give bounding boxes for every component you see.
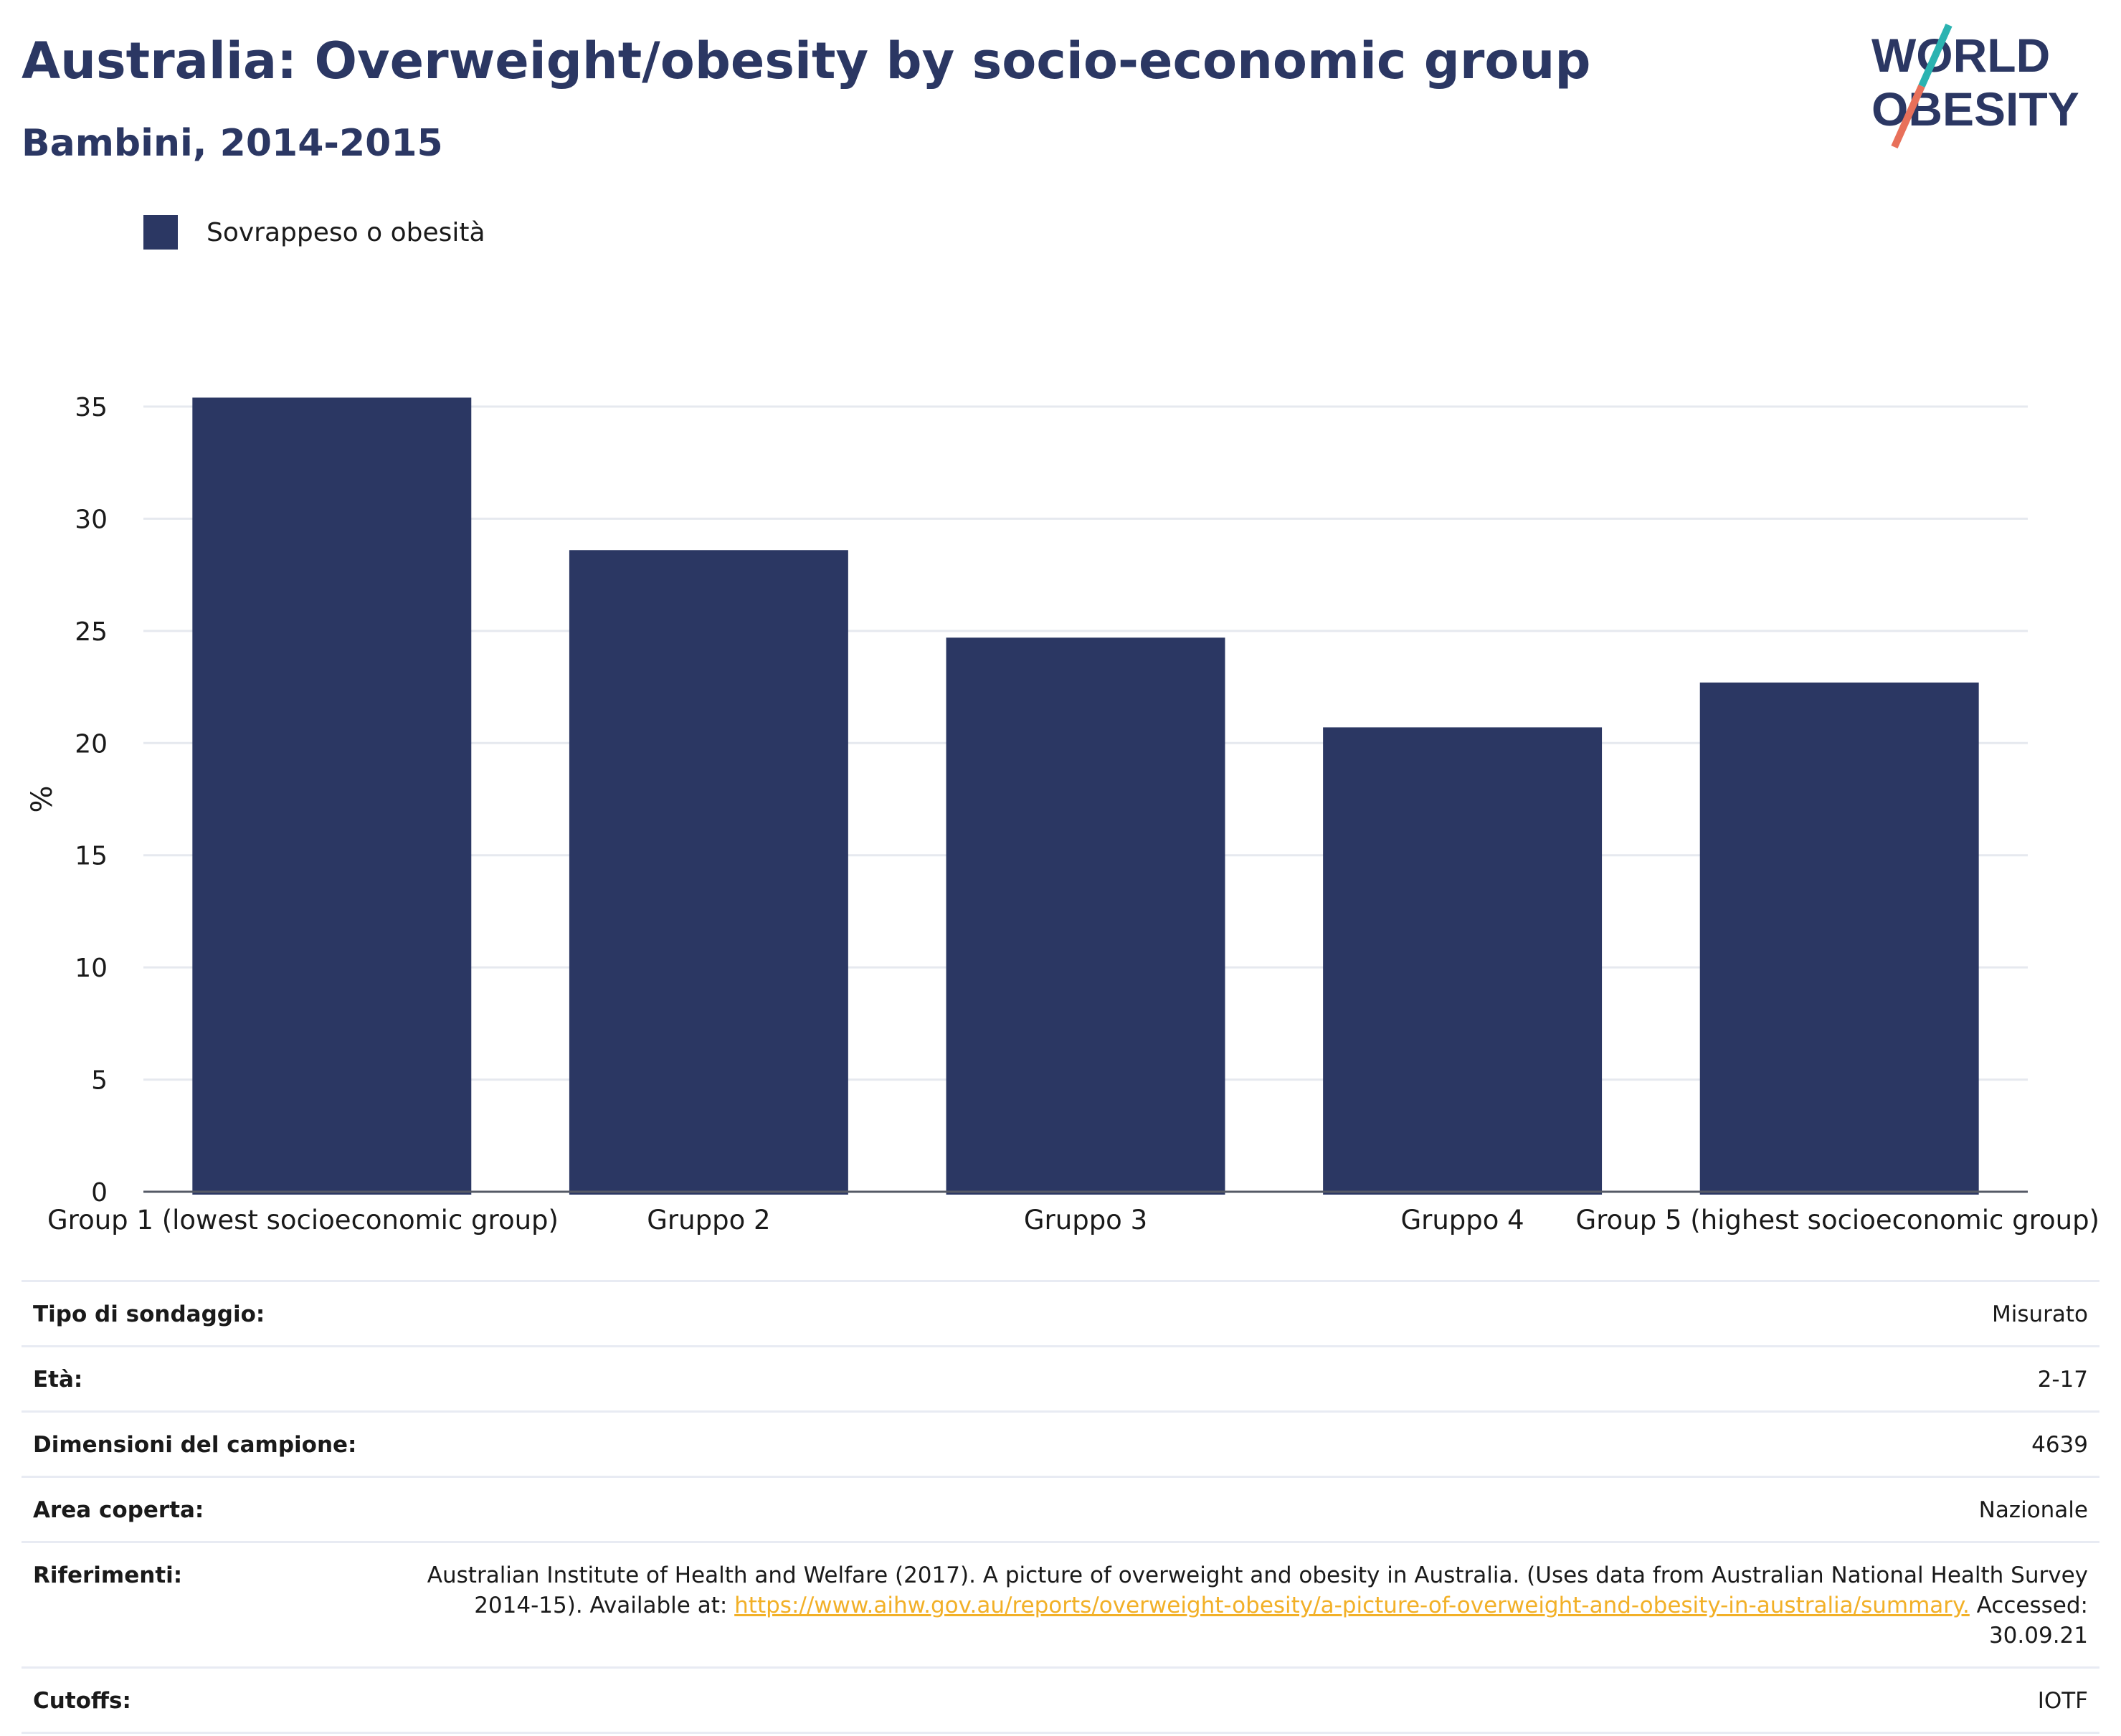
y-tick-label: 35 (75, 393, 108, 422)
meta-row-cutoffs: Cutoffs: IOTF (22, 1666, 2099, 1734)
meta-row-age: Età: 2-17 (22, 1345, 2099, 1410)
meta-row-sample-size: Dimensioni del campione: 4639 (22, 1410, 2099, 1476)
bar (1699, 682, 1979, 1195)
x-tick-label: Group 5 (highest socioeconomic group) (1576, 1205, 2099, 1235)
x-tick-label: Gruppo 4 (1400, 1205, 1524, 1235)
meta-key: Cutoffs: (33, 1688, 131, 1714)
x-tick-label: Gruppo 2 (647, 1205, 770, 1235)
chart-subtitle: Bambini, 2014-2015 (22, 122, 443, 165)
y-tick-label: 5 (91, 1066, 108, 1096)
logo-line-1: WORLD (1871, 29, 2050, 82)
x-tick-label: Gruppo 3 (1024, 1205, 1147, 1235)
y-tick-label: 10 (75, 954, 108, 983)
meta-key: Riferimenti: (33, 1562, 183, 1588)
logo-slash-teal (1918, 23, 1952, 88)
reference-accessed: Accessed: 30.09.21 (1969, 1593, 2088, 1649)
y-tick-label: 15 (75, 842, 108, 871)
metadata-table: Tipo di sondaggio: Misurato Età: 2-17 Di… (22, 1280, 2099, 1734)
meta-value: IOTF (2037, 1688, 2088, 1714)
y-axis-label: % (26, 785, 59, 812)
reference-link[interactable]: https://www.aihw.gov.au/reports/overweig… (734, 1593, 1970, 1618)
world-obesity-logo: WORLD OBESITY (1871, 23, 2079, 149)
meta-row-references: Riferimenti: Australian Institute of Hea… (22, 1541, 2099, 1666)
chart-title: Australia: Overweight/obesity by socio-e… (22, 32, 1591, 90)
logo-slash-coral (1891, 84, 1925, 149)
bar (569, 550, 848, 1195)
meta-value: Misurato (1991, 1301, 2088, 1327)
legend: Sovrappeso o obesità (143, 215, 485, 250)
meta-value: Nazionale (1978, 1497, 2088, 1523)
reference-text: Australian Institute of Health and Welfa… (427, 1562, 2088, 1618)
meta-row-area: Area coperta: Nazionale (22, 1476, 2099, 1541)
meta-value: Australian Institute of Health and Welfa… (424, 1560, 2088, 1651)
bar-chart: 0 5 10 15 20 25 30 35% Group 1 (lowest socioecon… (26, 393, 2099, 1235)
y-tick-label: 25 (75, 617, 108, 647)
meta-key: Tipo di sondaggio: (33, 1301, 265, 1327)
legend-swatch (143, 215, 178, 250)
y-tick-label: 30 (75, 505, 108, 534)
meta-key: Dimensioni del campione: (33, 1432, 357, 1458)
legend-label: Sovrappeso o obesità (207, 217, 485, 247)
meta-key: Area coperta: (33, 1497, 204, 1523)
bar (192, 397, 472, 1195)
meta-value: 2-17 (2037, 1367, 2088, 1393)
x-tick-label: Group 1 (lowest socioeconomic group) (47, 1205, 559, 1235)
meta-row-survey-type: Tipo di sondaggio: Misurato (22, 1280, 2099, 1345)
y-tick-label: 0 (91, 1178, 108, 1208)
meta-value: 4639 (2031, 1432, 2088, 1458)
bar (946, 637, 1225, 1195)
bar (1323, 727, 1603, 1195)
meta-key: Età: (33, 1367, 83, 1393)
y-tick-label: 20 (75, 729, 108, 759)
